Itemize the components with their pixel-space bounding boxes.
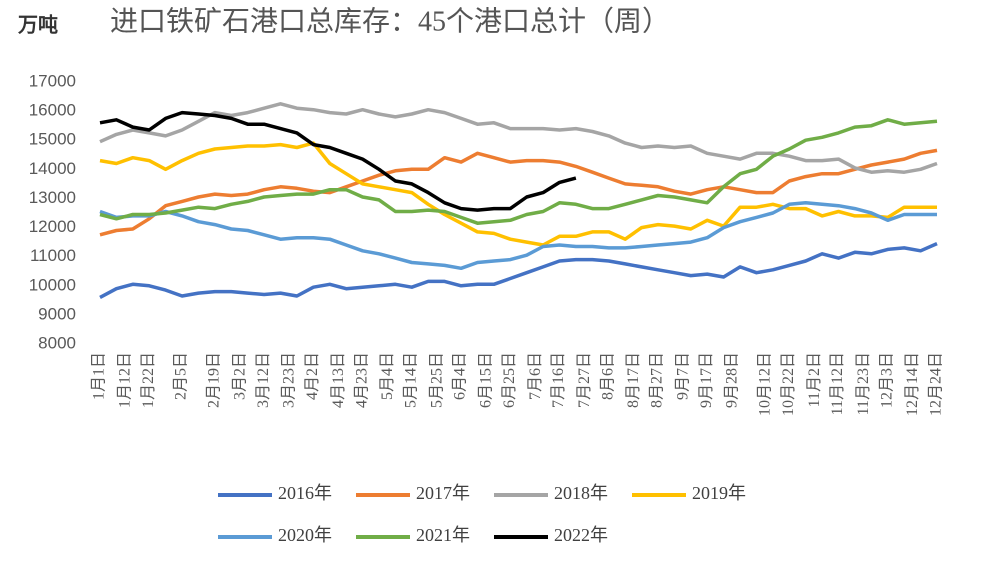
x-tick-label: 11月23日 <box>855 352 872 415</box>
legend-label: 2016年 <box>278 483 332 503</box>
x-tick-label: 2月5日 <box>173 352 190 400</box>
x-tick-label: 1月22日 <box>140 352 157 408</box>
x-tick-label: 7月16日 <box>550 352 567 408</box>
y-tick-label: 10000 <box>29 275 76 294</box>
x-tick-label: 6月15日 <box>478 352 495 408</box>
legend-label: 2017年 <box>416 483 470 503</box>
x-tick-label: 6月25日 <box>501 352 518 408</box>
x-tick-label: 9月7日 <box>674 352 691 400</box>
x-tick-label: 1月12日 <box>116 352 133 408</box>
y-tick-label: 9000 <box>38 304 76 323</box>
series-line <box>99 102 938 174</box>
x-tick-label: 7月27日 <box>576 352 593 408</box>
legend-label: 2020年 <box>278 525 332 545</box>
x-tick-label: 5月14日 <box>402 352 419 408</box>
y-tick-label: 8000 <box>38 333 76 352</box>
legend-label: 2022年 <box>554 525 608 545</box>
x-tick-label: 2月19日 <box>206 352 223 408</box>
x-tick-label: 8月17日 <box>625 352 642 408</box>
x-tick-label: 4月2日 <box>304 352 321 400</box>
series-line <box>99 110 577 212</box>
y-tick-label: 11000 <box>30 246 76 265</box>
x-tick-label: 12月3日 <box>878 352 895 408</box>
x-tick-label: 4月13日 <box>330 352 347 408</box>
y-tick-label: 16000 <box>29 101 76 120</box>
x-tick-label: 12月14日 <box>904 352 921 416</box>
legend-label: 2018年 <box>554 483 608 503</box>
x-tick-label: 6月4日 <box>452 352 469 400</box>
x-tick-label: 4月23日 <box>353 352 370 408</box>
x-tick-label: 7月6日 <box>527 352 544 400</box>
x-tick-label: 11月2日 <box>806 352 823 407</box>
x-tick-label: 3月23日 <box>281 352 298 408</box>
y-tick-label: 15000 <box>29 130 76 149</box>
series-line <box>99 241 938 299</box>
legend-label: 2019年 <box>692 483 746 503</box>
series-line <box>99 141 937 247</box>
chart-title: 进口铁矿石港口总库存：45个港口总计（周） <box>110 5 670 37</box>
x-tick-label: 8月27日 <box>649 352 666 408</box>
x-tick-label: 10月12日 <box>757 352 774 416</box>
x-tick-label: 3月12日 <box>255 352 272 408</box>
x-tick-label: 1月1日 <box>91 352 108 400</box>
x-tick-label: 5月25日 <box>428 352 445 408</box>
x-tick-label: 5月4日 <box>379 352 396 400</box>
x-tick-label: 9月17日 <box>698 352 715 408</box>
y-tick-label: 12000 <box>29 217 76 236</box>
unit-label: 万吨 <box>17 13 58 37</box>
y-tick-label: 14000 <box>29 159 76 178</box>
series-line <box>99 201 937 271</box>
x-tick-label: 9月28日 <box>724 352 741 408</box>
x-tick-label: 10月22日 <box>780 352 797 416</box>
y-tick-label: 13000 <box>29 188 76 207</box>
x-tick-label: 3月2日 <box>231 352 248 400</box>
y-tick-label: 17000 <box>29 71 76 90</box>
legend-label: 2021年 <box>416 525 470 545</box>
series-line <box>99 118 938 225</box>
x-tick-label: 11月12日 <box>829 352 846 415</box>
series-line <box>99 148 938 237</box>
x-tick-label: 8月6日 <box>599 352 616 400</box>
x-tick-label: 12月24日 <box>928 352 945 416</box>
